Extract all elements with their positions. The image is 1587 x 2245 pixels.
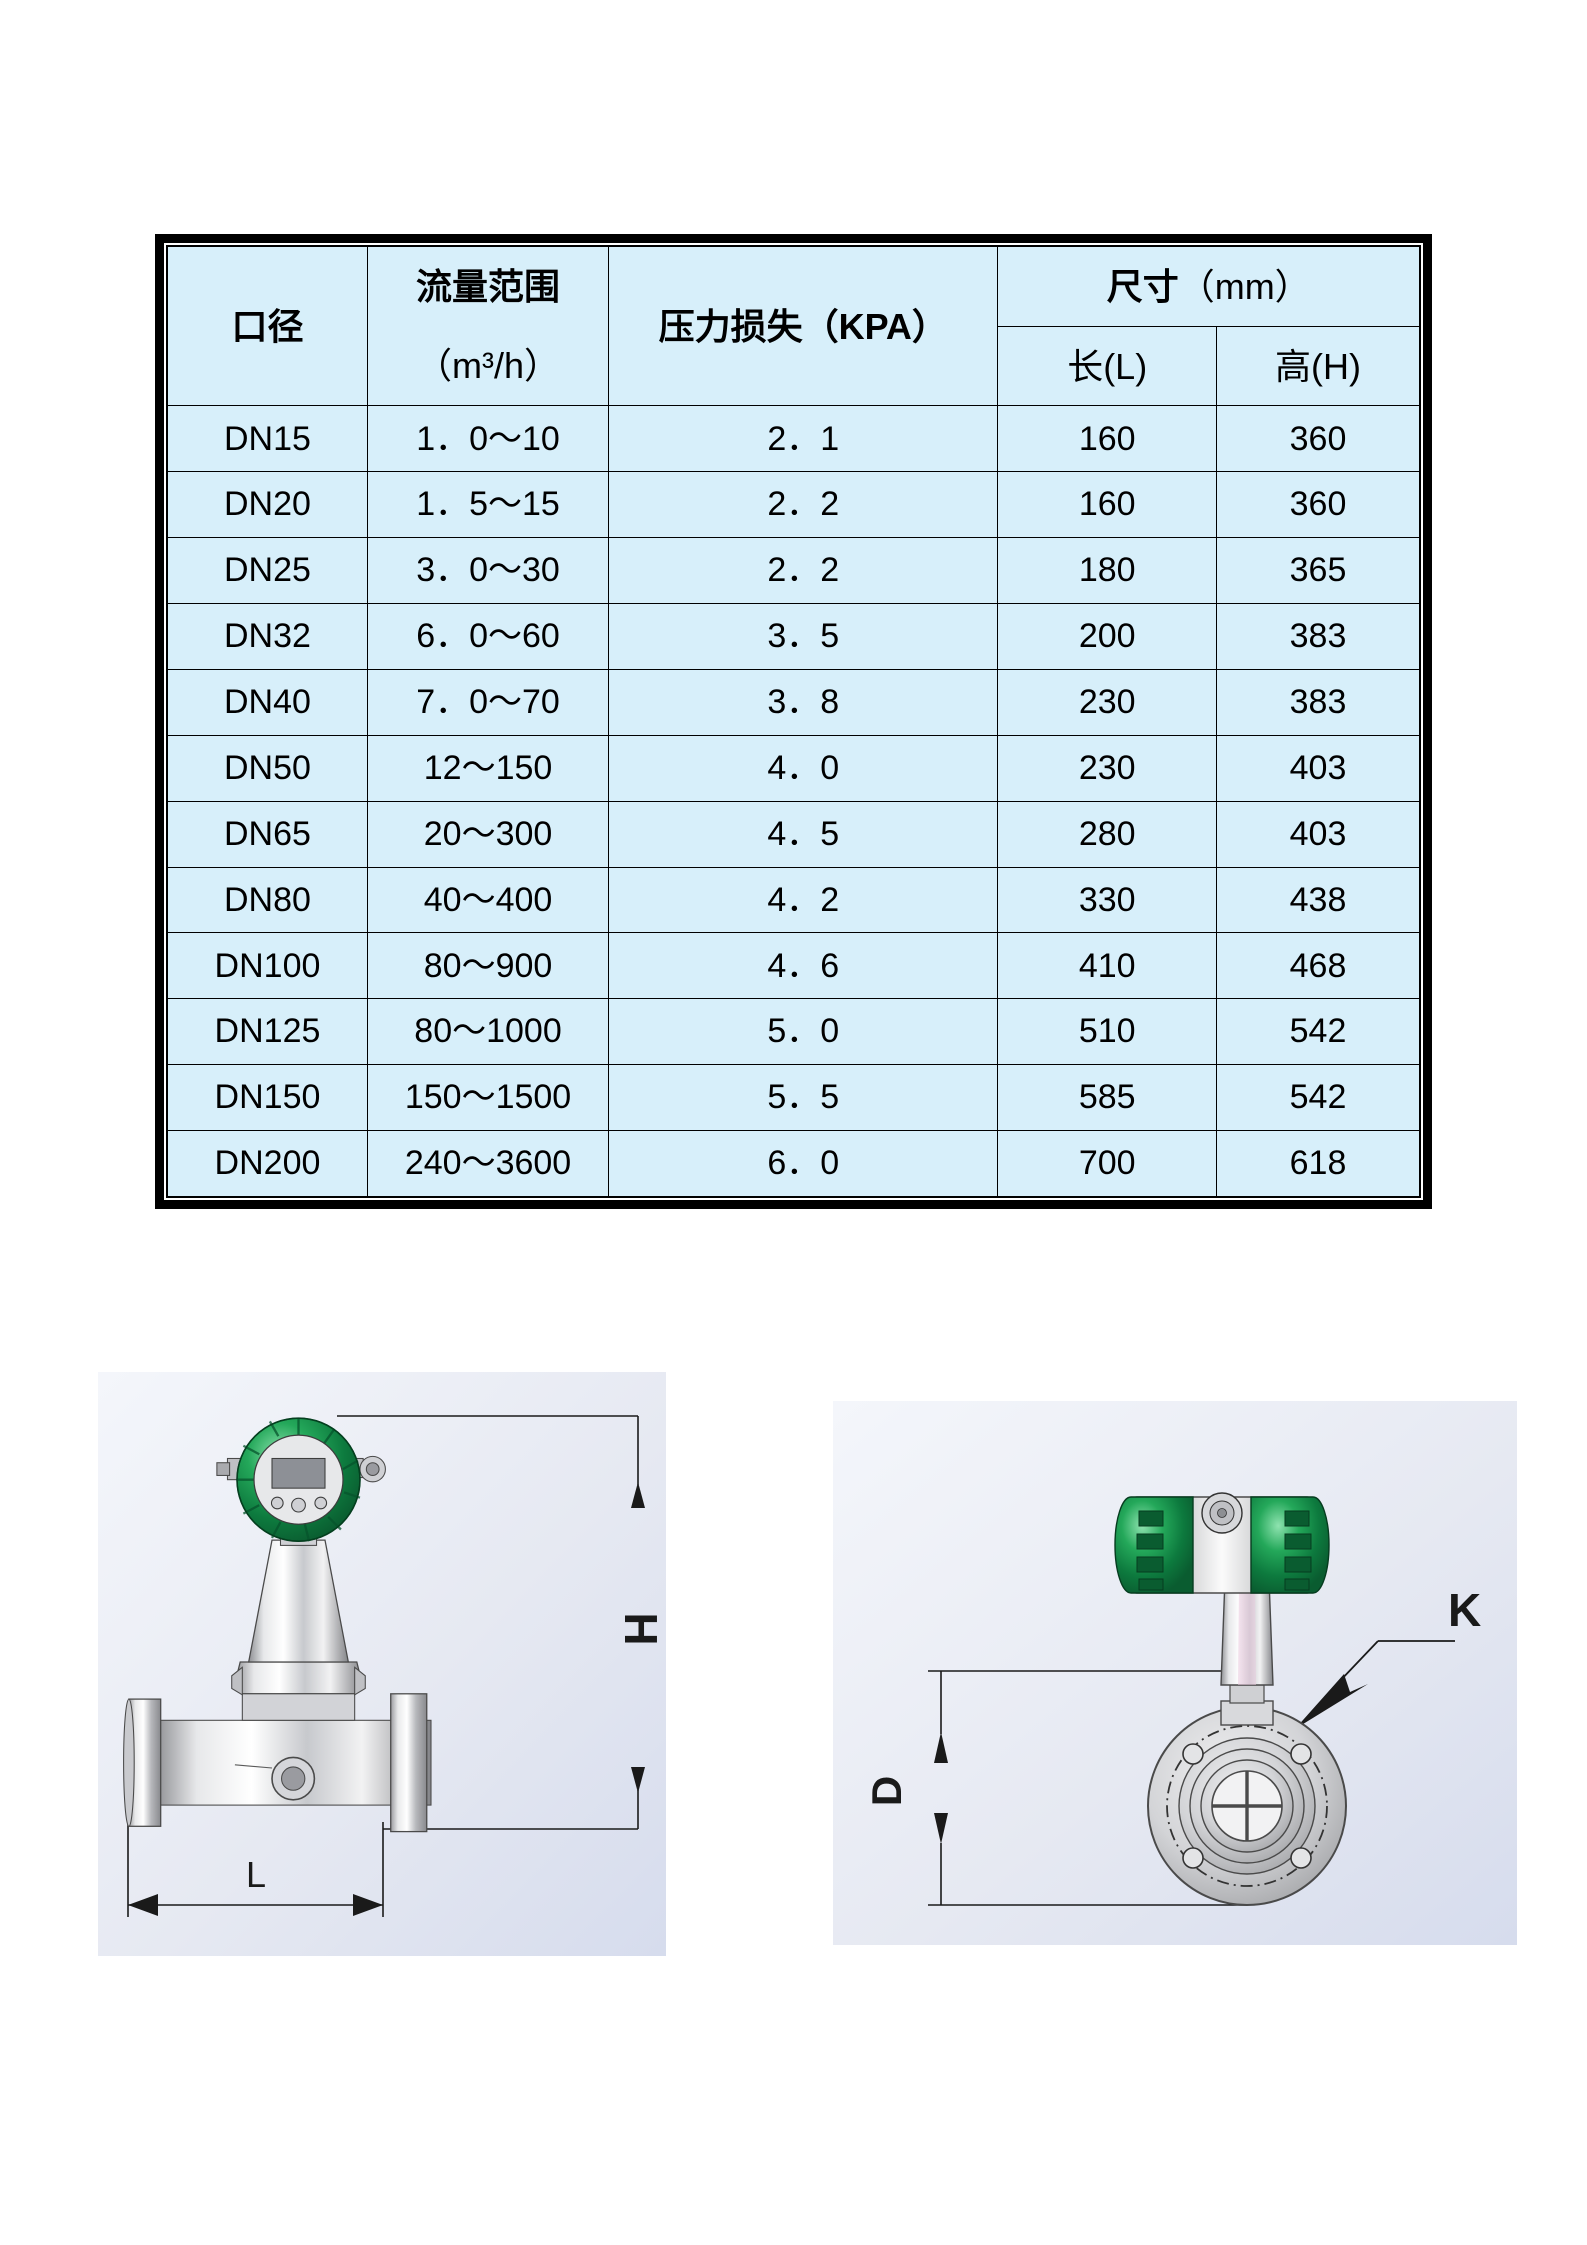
svg-text:L: L bbox=[246, 1854, 266, 1895]
svg-text:K: K bbox=[1448, 1584, 1481, 1636]
svg-text:D: D bbox=[863, 1776, 910, 1806]
svg-text:H: H bbox=[615, 1612, 666, 1645]
